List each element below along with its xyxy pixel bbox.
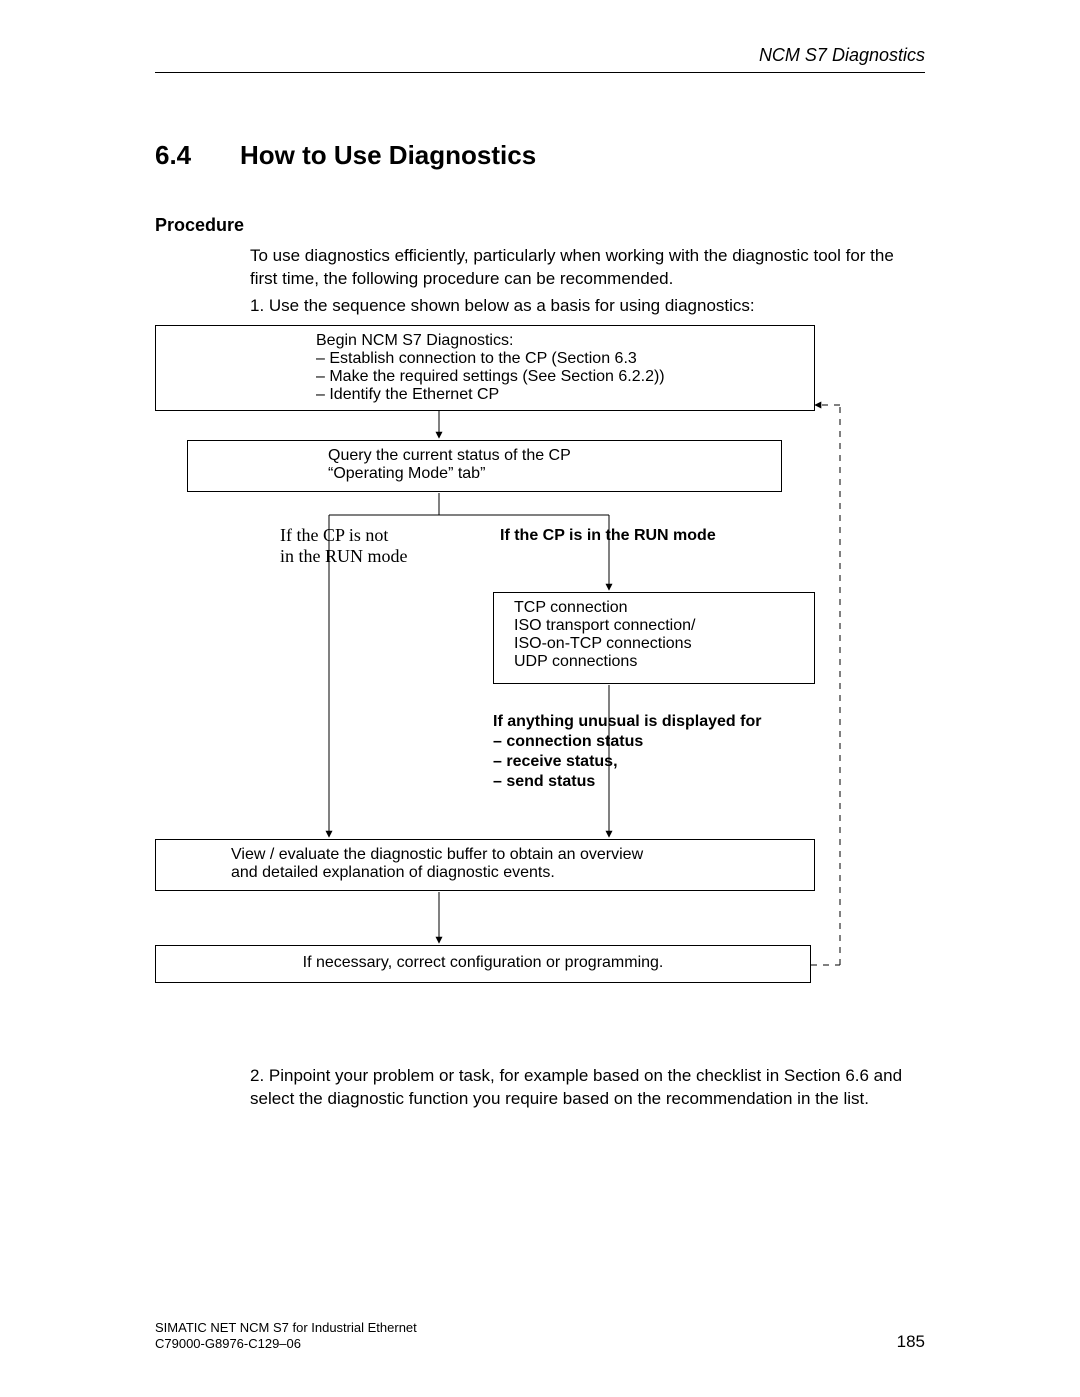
flow-box-connections-text: TCP connection ISO transport connection/… [514,599,804,671]
page: NCM S7 Diagnostics 6.4 How to Use Diagno… [0,0,1080,1397]
flow-unusual-2: – connection status [493,733,643,751]
flow-box-begin-text: Begin NCM S7 Diagnostics: – Establish co… [316,332,804,404]
step-2: 2. Pinpoint your problem or task, for ex… [250,1065,920,1111]
flowchart: Begin NCM S7 Diagnostics: – Establish co… [155,325,925,1025]
footer-left-line1: SIMATIC NET NCM S7 for Industrial Ethern… [155,1320,417,1335]
flow-box-query-text: Query the current status of the CP “Oper… [328,447,771,483]
page-header-right: NCM S7 Diagnostics [759,45,925,66]
flow-box-correct-text: If necessary, correct configuration or p… [303,954,664,971]
subheading-procedure: Procedure [155,215,244,236]
footer-left-line2: C79000-G8976-C129–06 [155,1336,301,1351]
flow-label-right: If the CP is in the RUN mode [500,527,716,545]
flow-label-left-2: in the RUN mode [280,546,408,567]
section-title: How to Use Diagnostics [240,140,536,171]
flow-box-evaluate: View / evaluate the diagnostic buffer to… [155,839,815,891]
flow-unusual-4: – send status [493,773,595,791]
flow-box-query: Query the current status of the CP “Oper… [187,440,782,492]
flow-unusual-1: If anything unusual is displayed for [493,713,761,731]
intro-paragraph: To use diagnostics efficiently, particul… [250,245,920,291]
flow-unusual-3: – receive status, [493,753,618,771]
flow-box-evaluate-text: View / evaluate the diagnostic buffer to… [231,846,804,882]
flow-box-correct: If necessary, correct configuration or p… [155,945,811,983]
flow-box-begin: Begin NCM S7 Diagnostics: – Establish co… [155,325,815,411]
footer-page-number: 185 [897,1332,925,1352]
header-rule [155,72,925,73]
section-number: 6.4 [155,140,191,171]
flow-box-connections: TCP connection ISO transport connection/… [493,592,815,684]
footer-left: SIMATIC NET NCM S7 for Industrial Ethern… [155,1320,417,1353]
flow-label-left-1: If the CP is not [280,525,388,546]
step-1: 1. Use the sequence shown below as a bas… [250,296,920,316]
